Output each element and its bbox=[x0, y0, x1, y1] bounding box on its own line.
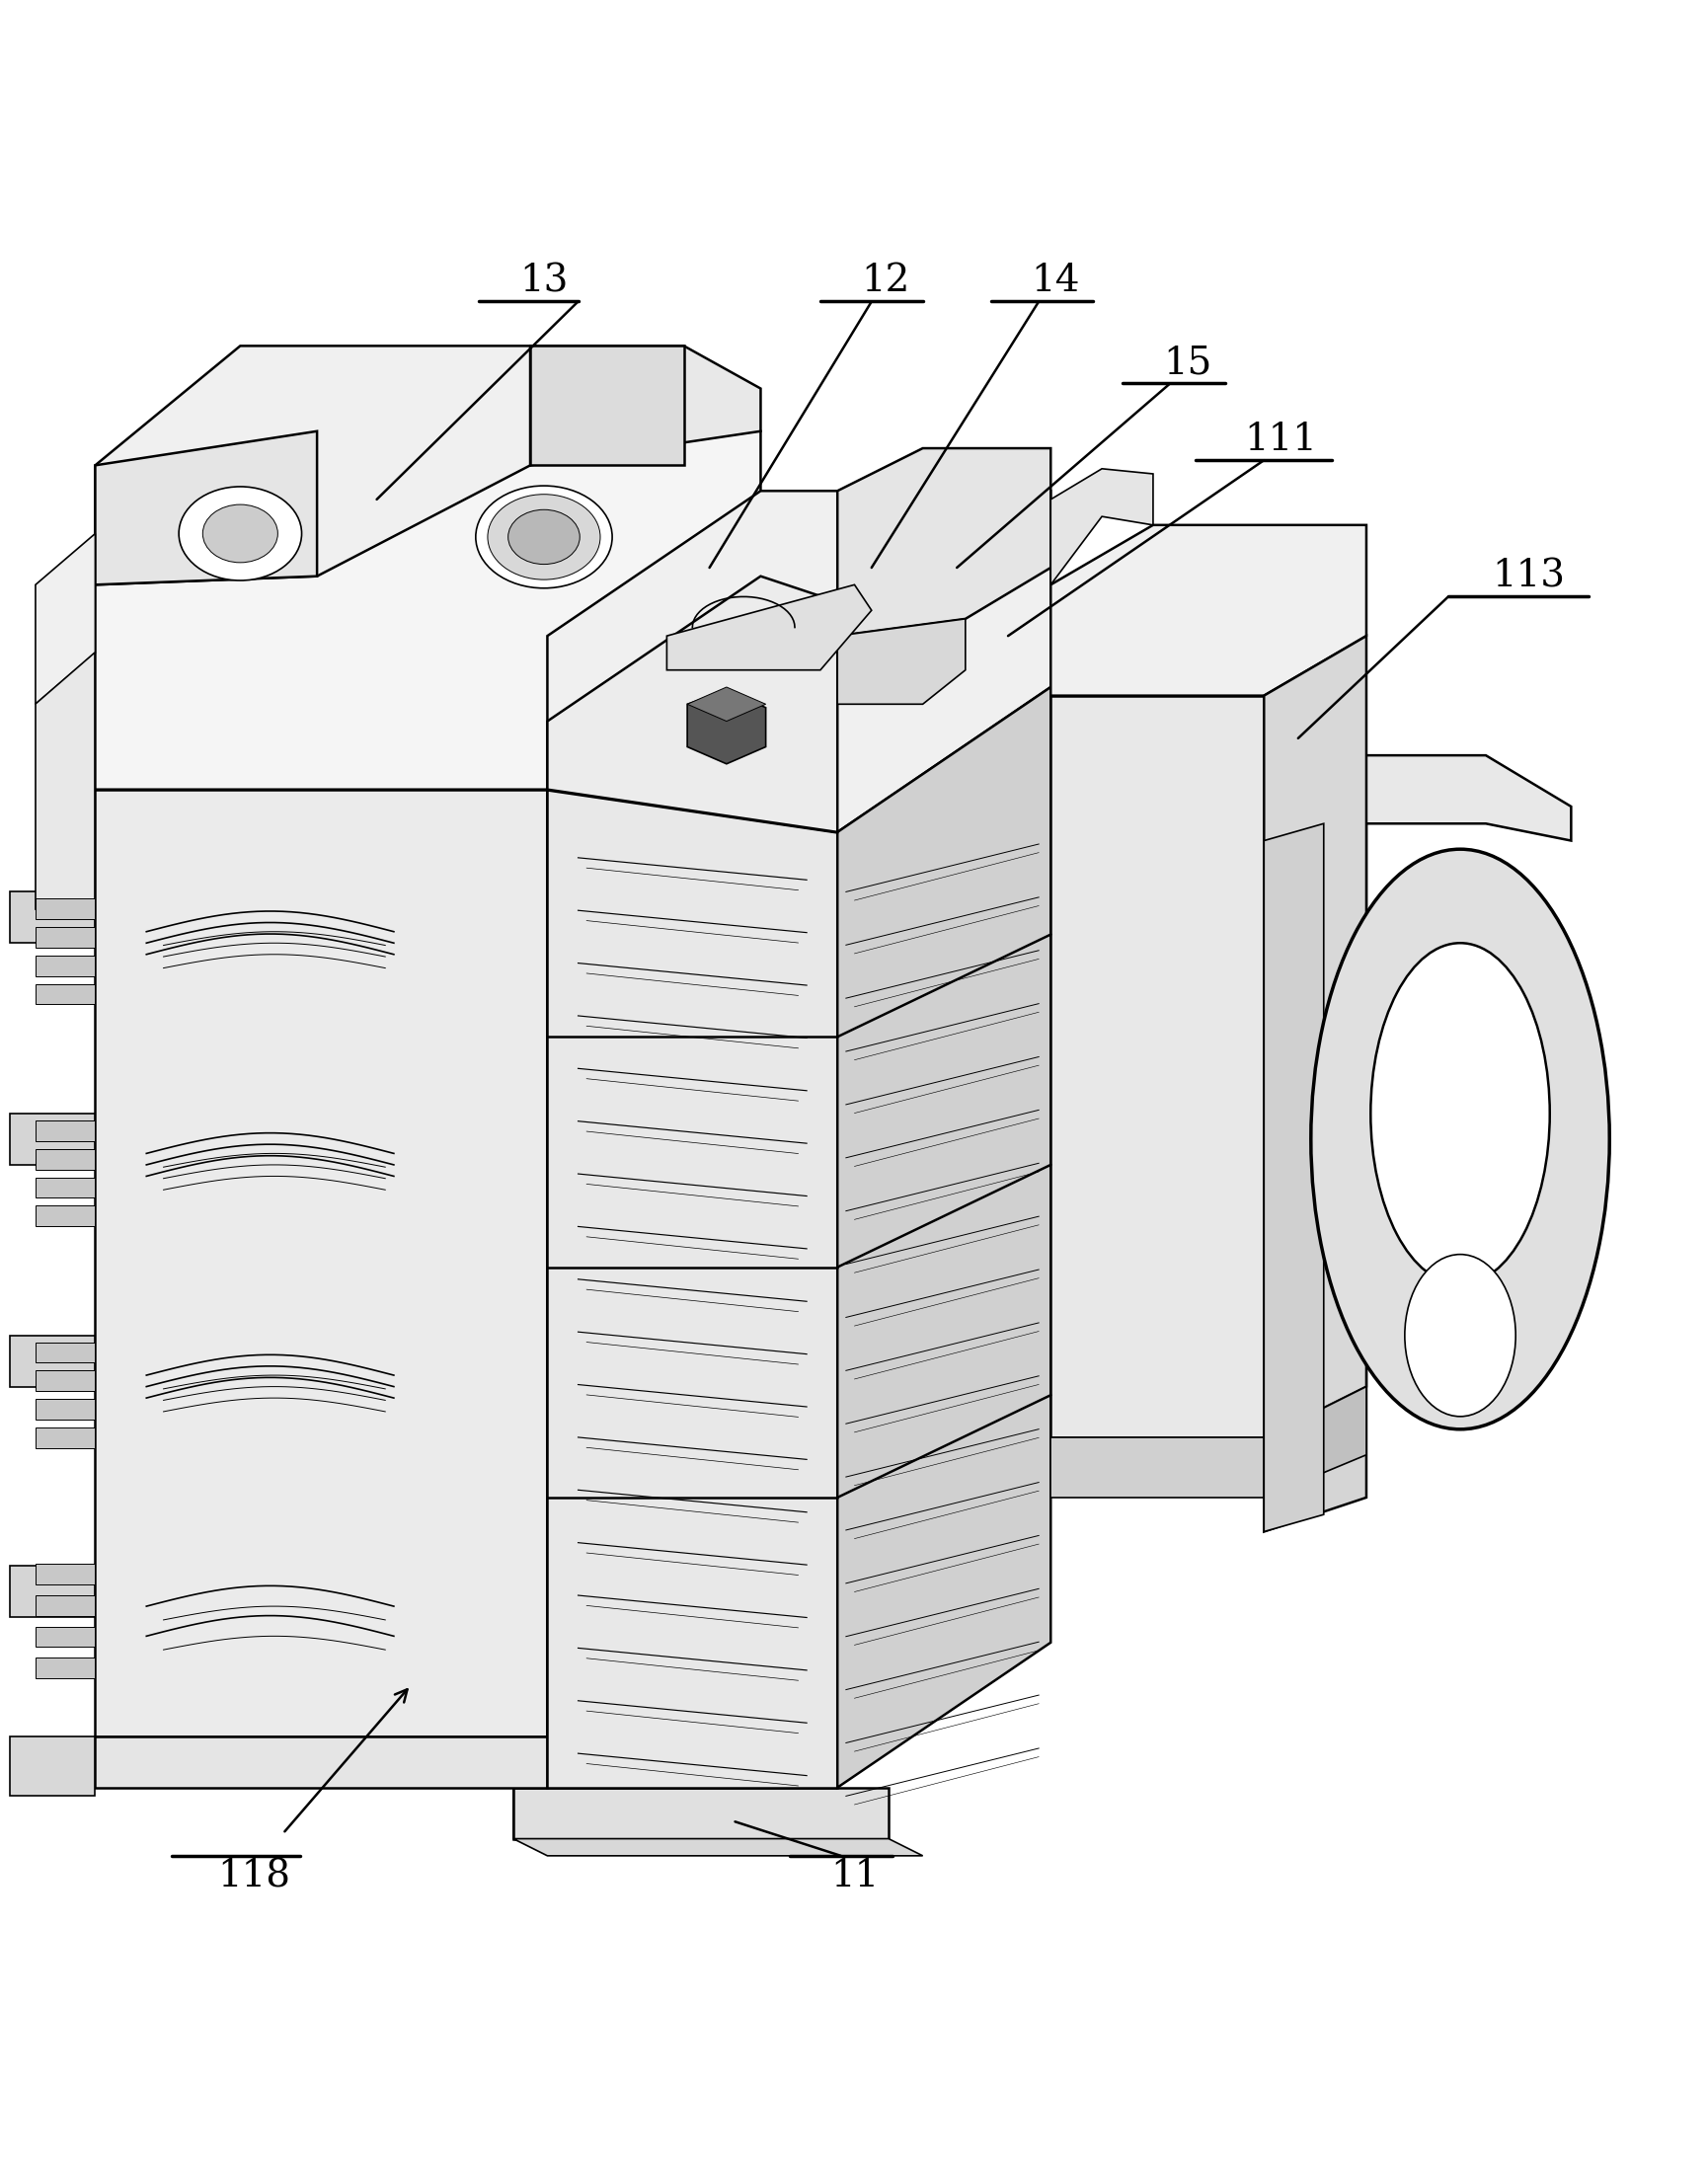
Polygon shape bbox=[36, 898, 96, 920]
Text: 113: 113 bbox=[1491, 557, 1565, 594]
Polygon shape bbox=[1050, 525, 1366, 695]
Text: 118: 118 bbox=[217, 1859, 290, 1893]
Polygon shape bbox=[512, 1788, 922, 1857]
Polygon shape bbox=[837, 687, 1050, 1788]
Polygon shape bbox=[10, 1565, 96, 1617]
Polygon shape bbox=[36, 533, 96, 704]
Polygon shape bbox=[1264, 773, 1366, 1531]
Polygon shape bbox=[1050, 695, 1264, 1438]
Polygon shape bbox=[36, 1121, 96, 1140]
Polygon shape bbox=[837, 449, 1050, 637]
Polygon shape bbox=[547, 637, 760, 1736]
Polygon shape bbox=[1264, 756, 1570, 840]
Polygon shape bbox=[10, 1336, 96, 1386]
Polygon shape bbox=[96, 1736, 547, 1788]
Polygon shape bbox=[36, 1177, 96, 1198]
Ellipse shape bbox=[1310, 848, 1609, 1429]
Polygon shape bbox=[547, 490, 1050, 831]
Polygon shape bbox=[36, 1343, 96, 1362]
Polygon shape bbox=[36, 926, 96, 948]
Polygon shape bbox=[36, 1371, 96, 1390]
Polygon shape bbox=[512, 1788, 888, 1839]
Polygon shape bbox=[36, 1596, 96, 1615]
Polygon shape bbox=[36, 1658, 96, 1678]
Polygon shape bbox=[547, 790, 837, 1788]
Polygon shape bbox=[36, 1399, 96, 1421]
Polygon shape bbox=[36, 1149, 96, 1170]
Polygon shape bbox=[1050, 1438, 1264, 1498]
Polygon shape bbox=[96, 432, 318, 585]
Polygon shape bbox=[96, 432, 760, 790]
Polygon shape bbox=[96, 345, 529, 585]
Polygon shape bbox=[36, 985, 96, 1004]
Ellipse shape bbox=[179, 486, 302, 581]
Polygon shape bbox=[529, 345, 683, 466]
Polygon shape bbox=[36, 1563, 96, 1585]
Polygon shape bbox=[10, 1736, 96, 1796]
Text: 12: 12 bbox=[861, 263, 909, 300]
Text: 11: 11 bbox=[830, 1859, 878, 1893]
Polygon shape bbox=[547, 576, 837, 831]
Polygon shape bbox=[36, 1427, 96, 1449]
Polygon shape bbox=[10, 1114, 96, 1166]
Ellipse shape bbox=[487, 494, 600, 579]
Polygon shape bbox=[1264, 637, 1366, 1438]
Polygon shape bbox=[10, 892, 96, 943]
Ellipse shape bbox=[475, 486, 611, 587]
Polygon shape bbox=[36, 956, 96, 976]
Polygon shape bbox=[1264, 1386, 1366, 1498]
Polygon shape bbox=[36, 1205, 96, 1226]
Polygon shape bbox=[837, 620, 965, 704]
Polygon shape bbox=[36, 652, 96, 909]
Ellipse shape bbox=[1404, 1254, 1515, 1416]
Text: 15: 15 bbox=[1161, 345, 1211, 382]
Polygon shape bbox=[666, 585, 871, 669]
Polygon shape bbox=[36, 1626, 96, 1647]
Text: 13: 13 bbox=[519, 263, 569, 300]
Polygon shape bbox=[1050, 469, 1153, 585]
Polygon shape bbox=[1264, 823, 1324, 1531]
Ellipse shape bbox=[507, 510, 579, 563]
Text: 14: 14 bbox=[1032, 263, 1079, 300]
Polygon shape bbox=[96, 790, 547, 1736]
Ellipse shape bbox=[1370, 943, 1549, 1285]
Polygon shape bbox=[687, 687, 765, 721]
Polygon shape bbox=[529, 345, 760, 466]
Polygon shape bbox=[687, 691, 765, 764]
Text: 111: 111 bbox=[1243, 421, 1317, 458]
Ellipse shape bbox=[203, 505, 278, 563]
